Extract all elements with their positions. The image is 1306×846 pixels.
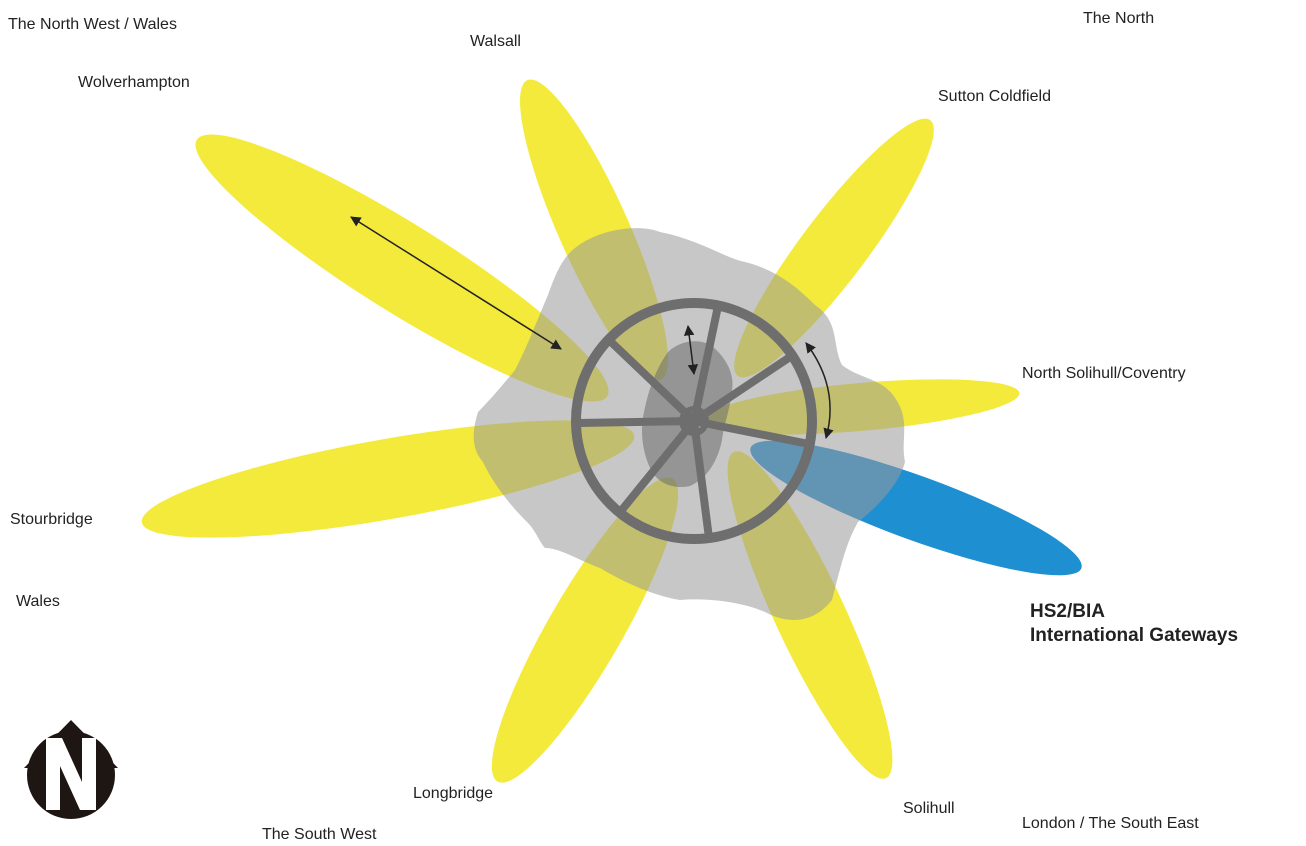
north-arrow-icon (24, 720, 118, 819)
region-south-west: The South West (262, 826, 377, 843)
rotation-arrow (805, 342, 834, 440)
label-stourbridge: Stourbridge (10, 511, 93, 528)
region-the-north: The North (1083, 10, 1155, 27)
label-sutton-coldfield: Sutton Coldfield (938, 88, 1051, 105)
region-wales: Wales (16, 593, 60, 610)
wolverhampton-arrow (350, 216, 562, 350)
label-wolverhampton: Wolverhampton (78, 74, 190, 91)
region-north-west-wales: The North West / Wales (8, 16, 177, 33)
label-north-solihull-coventry: North Solihull/Coventry (1022, 365, 1186, 382)
label-gateway-line2: International Gateways (1030, 625, 1239, 646)
label-gateway-line1: HS2/BIA (1030, 601, 1105, 622)
label-walsall: Walsall (470, 33, 521, 50)
walsall-arrow (683, 324, 699, 376)
label-longbridge: Longbridge (413, 785, 494, 802)
label-solihull: Solihull (903, 800, 955, 817)
region-london-south-east: London / The South East (1022, 815, 1199, 832)
